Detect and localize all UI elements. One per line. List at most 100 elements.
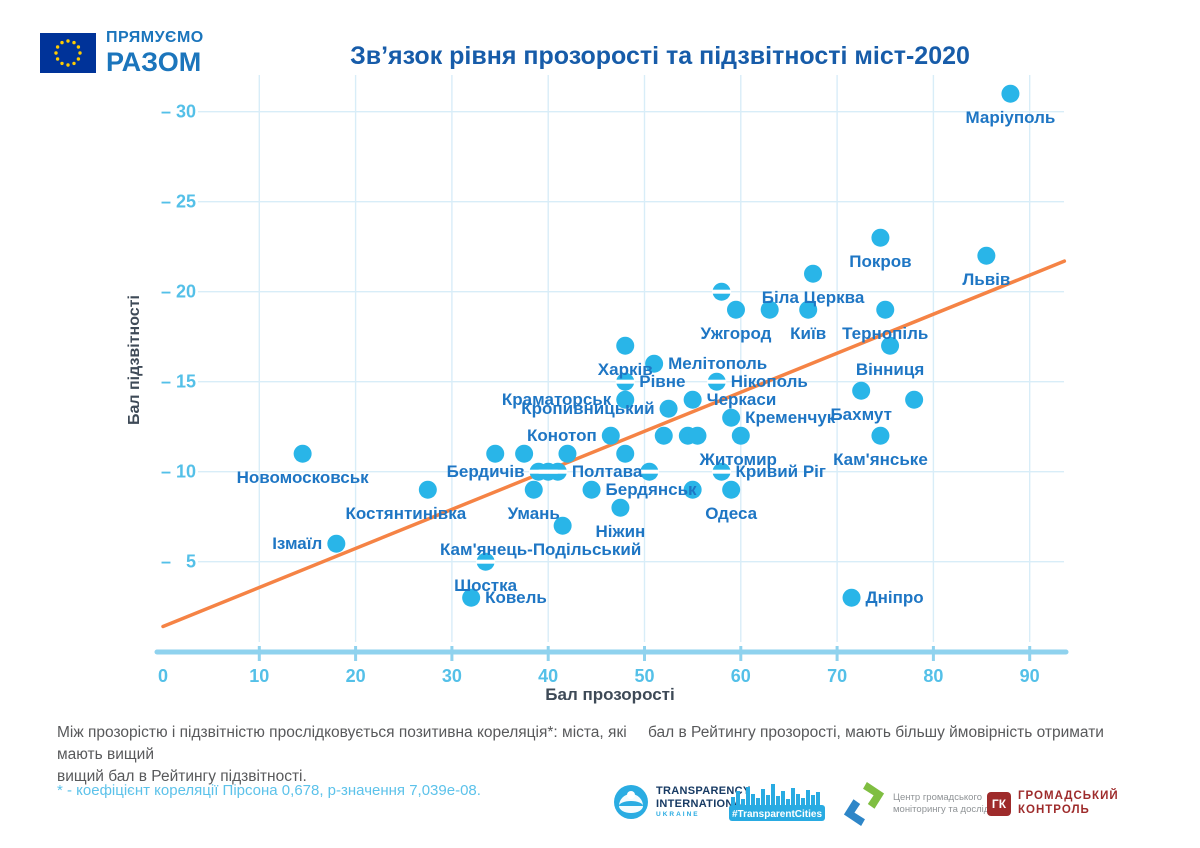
ti-ukraine-logo: TRANSPARENCY INTERNATIONAL UKRAINE [613,784,750,820]
gridline-stripe [476,559,496,564]
scatter-chart: 0 10 20 30 40 50 60 70 80 90– 5– 10– 15– 20– 25– 30Бал … [126,75,1069,704]
y-tick-label: 15 [176,372,196,392]
ti-logo-text: TRANSPARENCY INTERNATIONAL UKRAINE [656,785,750,819]
data-point [722,408,741,427]
data-point [871,228,890,247]
y-tick-label: 5 [186,552,196,572]
data-point [804,264,823,283]
city-label: Ізмаїл [272,534,322,553]
gk-square-icon: ГК [987,791,1011,816]
city-label: Бердянськ [606,480,698,499]
eu-logo-text: ПРЯМУЄМО РАЗОМ [106,30,204,76]
data-point [611,498,630,517]
hromadskyi-kontrol-logo: ГК ГРОМАДСЬКИЙ КОНТРОЛЬ [987,790,1119,818]
gk-line1: ГРОМАДСЬКИЙ [1018,790,1119,802]
y-tick-dash: – [161,372,171,392]
city-label: Костянтинівка [345,504,466,523]
data-point [659,399,678,418]
city-label: Покров [849,252,911,271]
data-point [722,480,741,499]
x-tick-label: 30 [442,666,462,686]
data-point [645,354,664,373]
city-label: Вінниця [856,360,924,379]
city-label: Краматорськ [502,390,612,409]
gridline-stripe [615,379,635,384]
city-label: Кременчук [745,408,836,427]
y-axis-title: Бал підзвітності [126,295,143,425]
x-tick-label: 40 [538,666,558,686]
city-label: Одеса [705,504,757,523]
city-label: Черкаси [707,390,777,409]
city-label: Рівне [639,372,685,391]
x-tick-label: 10 [249,666,269,686]
x-tick-label: 50 [634,666,654,686]
eu-logo-line2: РАЗОМ [106,47,202,77]
city-label: Маріуполь [966,108,1056,127]
asterisk-note: * - коефіцієнт кореляції Пірсона 0,678, … [57,782,481,799]
ti-line2: INTERNATIONAL [656,797,749,810]
gk-logo-text: ГРОМАДСЬКИЙ КОНТРОЛЬ [1018,790,1119,818]
footnote-line1-left: Між прозорістю і підзвітністю прослідков… [57,724,627,763]
chart-title: Зв’язок рівня прозорості та підзвітності… [350,42,970,70]
city-label: Ужгород [700,324,771,343]
x-tick-label: 90 [1020,666,1040,686]
data-point [558,444,577,463]
eu-logo-line1: ПРЯМУЄМО [106,29,204,46]
data-point [881,336,900,355]
x-tick-label: 70 [827,666,847,686]
data-point [683,480,702,499]
ti-line3: UKRAINE [656,811,700,819]
data-point [731,426,750,445]
y-tick-dash: – [161,552,171,572]
data-point [616,444,635,463]
data-point [688,426,707,445]
eu-programme-logo: ПРЯМУЄМО РАЗОМ [40,30,204,76]
data-point [462,588,481,607]
footnote-right: бал в Рейтингу прозорості, мають більшу … [648,722,1148,744]
city-label: Бердичів [447,462,525,481]
city-label: Мелітополь [668,354,767,373]
y-tick-dash: – [161,282,171,302]
city-skyline-icon: #TransparentCities [729,784,825,821]
city-label: Бахмут [830,405,891,424]
gridline-stripe [529,469,549,474]
center-line2: моніторингу та досліджень [893,804,1012,815]
data-point [486,444,505,463]
city-label: Кривий Ріг [736,462,826,481]
city-label: Дніпро [866,588,924,607]
data-point [553,516,572,535]
city-label: Шостка [454,576,518,595]
gridline-stripe [712,289,732,294]
city-label: Тернопіль [842,324,928,343]
city-label: Біла Церква [762,288,865,307]
data-point [799,300,818,319]
x-axis-title: Бал прозорості [545,685,674,704]
gridline-stripe [548,469,568,474]
data-point [654,426,673,445]
y-tick-label: 25 [176,192,196,212]
city-label: Київ [790,324,826,343]
data-point [601,426,620,445]
city-label: Кам'янське [833,450,928,469]
y-tick-label: 10 [176,462,196,482]
data-point [852,381,871,400]
tc-label: #TransparentCities [732,809,822,820]
gridline-stripe [639,469,659,474]
transparent-cities-logo: #TransparentCities [729,779,825,826]
monitoring-center-logo: Центр громадського моніторингу та дослід… [842,780,1011,828]
data-point [726,300,745,319]
city-label: Новомосковськ [237,468,370,487]
y-tick-dash: – [161,192,171,212]
city-label: Харків [598,360,653,379]
data-point [760,300,779,319]
gridline-stripe [712,469,732,474]
x-tick-label: 0 [158,666,168,686]
city-label: Ковель [485,588,547,607]
data-point [842,588,861,607]
data-point [871,426,890,445]
city-label: Житомир [698,450,777,469]
y-tick-dash: – [161,102,171,122]
city-label: Конотоп [527,426,597,445]
ti-circle-icon [614,785,648,819]
